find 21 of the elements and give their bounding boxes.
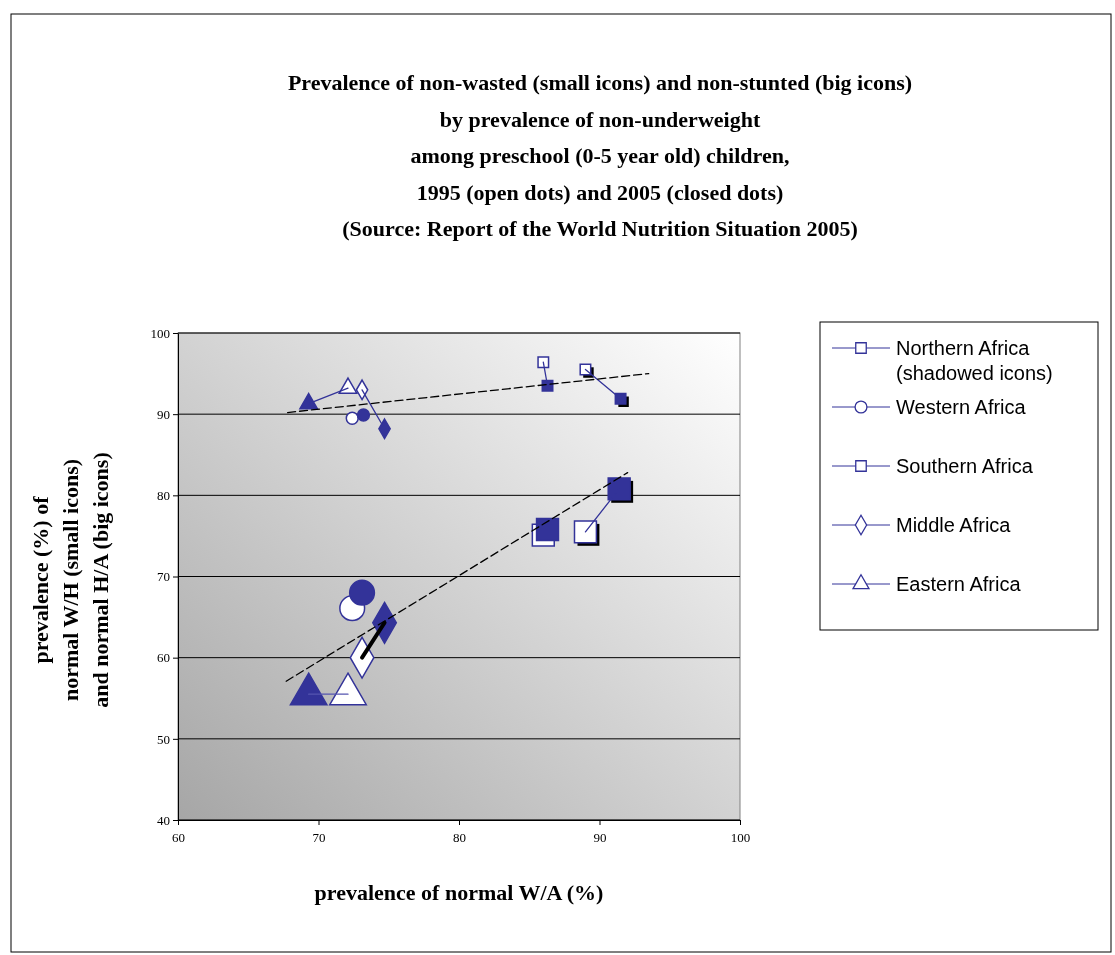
text: (Source: Report of the World Nutrition Situation 2005)	[342, 216, 858, 241]
y-tick-label: 70	[157, 569, 170, 585]
x-tick-label: 80	[453, 830, 466, 846]
legend-label: Middle Africa	[896, 514, 1012, 536]
x-tick-label: 60	[172, 830, 185, 846]
x-tick-label: 100	[730, 830, 751, 846]
chart-title: Prevalence of non-wasted (small icons) and non-stunted (big icons) by prevalence of non-underweight among preschool (0-5 year old) children, 1995 (open dots) and 2005 (closed dots)	[287, 70, 913, 205]
legend-label: Northern Africa (shadowed icons)	[896, 337, 1053, 384]
y-tick-label: 80	[157, 487, 170, 503]
legend-label: Eastern Africa	[896, 573, 1022, 595]
y-tick-label: 40	[157, 812, 170, 828]
x-tick-label: 90	[593, 830, 607, 846]
y-axis-title: prevalence (%) of normal W/H (small icons) and normal H/A (big icons)	[28, 452, 113, 708]
y-tick-label: 60	[157, 650, 170, 666]
x-axis-title: prevalence of normal W/A (%)	[314, 880, 604, 905]
y-tick-label: 50	[157, 731, 170, 747]
y-tick-label: 90	[157, 406, 170, 422]
legend-label: Western Africa	[896, 396, 1027, 418]
legend-label: Southern Africa	[896, 455, 1034, 477]
y-tick-label: 100	[150, 325, 170, 341]
x-tick-label: 70	[312, 830, 326, 846]
